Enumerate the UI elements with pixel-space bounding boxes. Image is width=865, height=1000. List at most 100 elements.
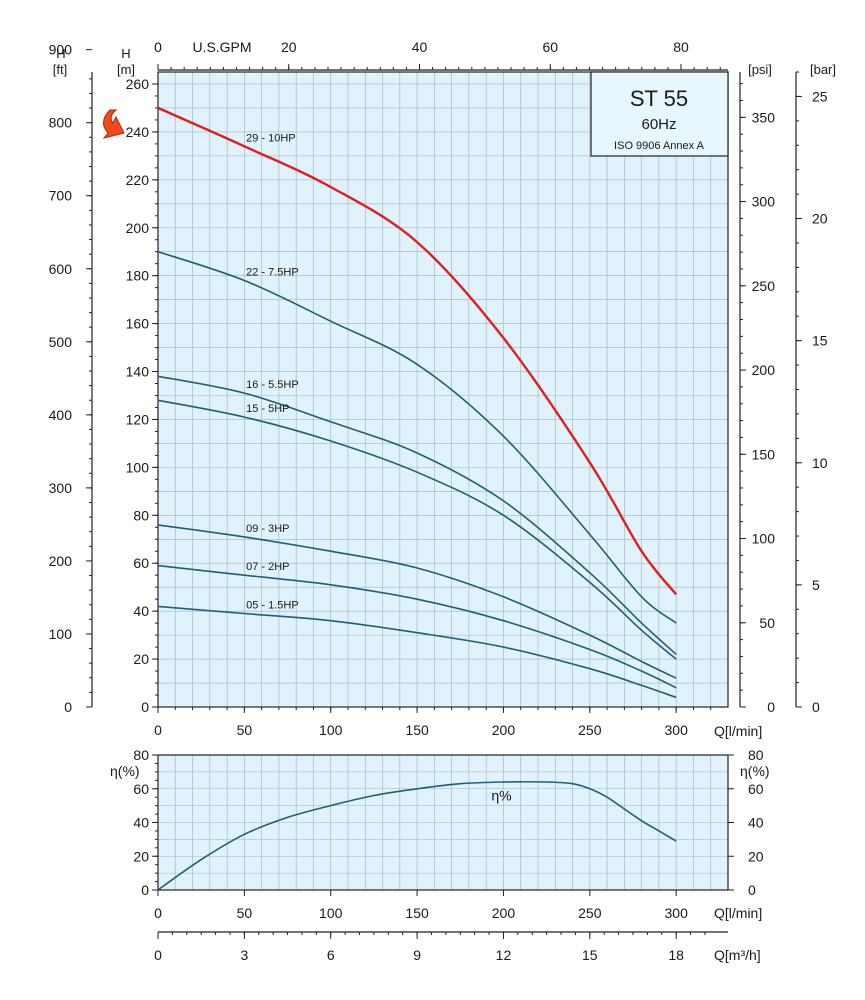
head-curve-label: 16 - 5.5HP xyxy=(246,379,299,391)
head-curve-label: 07 - 2HP xyxy=(246,561,289,573)
gpm-axis-tick-label: 20 xyxy=(281,39,297,55)
head-curve-label: 09 - 3HP xyxy=(246,523,289,535)
model-standard: ISO 9906 Annex A xyxy=(614,140,705,152)
m-axis-tick-label: 80 xyxy=(133,507,149,523)
eff-x-axis-tick-label: 50 xyxy=(237,905,253,921)
eff-x-axis-tick-label: 200 xyxy=(492,905,516,921)
head-plot-area xyxy=(157,71,729,708)
m-axis-tick-label: 120 xyxy=(126,411,150,427)
efficiency-plot-area xyxy=(157,754,729,891)
eff-y-axis-tick-label-right: 60 xyxy=(748,781,764,797)
head-x-axis-tick-label: 200 xyxy=(492,722,516,738)
eff-x-axis-tick-label: 300 xyxy=(665,905,689,921)
m-axis-tick-label: 100 xyxy=(126,459,150,475)
gpm-axis-tick-label: 40 xyxy=(412,39,428,55)
m3h-axis-label: Q[m³/h] xyxy=(714,947,761,963)
psi-axis-tick-label: 0 xyxy=(767,699,775,715)
gpm-axis-tick-label: 80 xyxy=(673,39,689,55)
eff-x-axis-tick-label: 250 xyxy=(578,905,602,921)
head-curve-label: 22 - 7.5HP xyxy=(246,266,299,278)
head-curves: 29 - 10HP 22 - 7.5HP 16 - 5.5HP 15 - 5HP 09 … xyxy=(157,106,678,699)
m3h-axis-tick-label: 0 xyxy=(154,947,162,963)
eff-x-axis-tick-label: 100 xyxy=(319,905,343,921)
m-axis-tick-label: 240 xyxy=(126,124,150,140)
eff-x-axis-label: Q[l/min] xyxy=(714,905,762,921)
eff-x-axis-tick-label: 0 xyxy=(154,905,162,921)
ft-axis-tick-label: 100 xyxy=(49,626,73,642)
m3h-axis-tick-label: 9 xyxy=(413,947,421,963)
efficiency-grid xyxy=(158,755,728,890)
bar-axis-tick-label: 5 xyxy=(812,577,820,593)
ft-axis-tick-label: 500 xyxy=(49,334,73,350)
psi-axis-tick-label: 350 xyxy=(752,109,776,125)
psi-axis-tick-label: 50 xyxy=(759,615,775,631)
m3h-axis-tick-label: 18 xyxy=(668,947,684,963)
head-x-axis-tick-label: 300 xyxy=(665,722,689,738)
m-axis-unit: [m] xyxy=(117,62,135,77)
model-name: ST 55 xyxy=(630,86,688,111)
curved-arrow-icon xyxy=(102,109,125,139)
efficiency-curve xyxy=(157,780,677,891)
m-axis-tick-label: 160 xyxy=(126,316,150,332)
head-x-axis-tick-label: 50 xyxy=(237,722,253,738)
eff-y-axis-tick-label-left: 60 xyxy=(133,781,149,797)
head-curve-16-5-5hp xyxy=(157,375,677,655)
head-plot-background xyxy=(158,72,728,707)
model-info-box-frame xyxy=(590,71,729,157)
bar-axis-tick-label: 15 xyxy=(812,333,828,349)
m-axis-tick-label: 220 xyxy=(126,172,150,188)
psi-axis-tick-label: 300 xyxy=(752,194,776,210)
efficiency-curve-label: η% xyxy=(491,788,511,804)
eff-y-axis-tick-label-right: 40 xyxy=(748,815,764,831)
head-curve-15-5hp xyxy=(157,399,677,660)
ft-axis-tick-label: 400 xyxy=(49,407,73,423)
head-curve-09-3hp xyxy=(157,524,677,679)
m-axis-tick-label: 260 xyxy=(126,76,150,92)
eff-x-axis-tick-label: 150 xyxy=(405,905,429,921)
head-plot-frame xyxy=(157,71,729,708)
head-x-axis-tick-label: 100 xyxy=(319,722,343,738)
bar-axis-tick-label: 10 xyxy=(812,455,828,471)
eff-y-axis-tick-label-left: 80 xyxy=(133,747,149,763)
eff-y-axis-tick-label-right: 20 xyxy=(748,848,764,864)
head-curve-label: 29 - 10HP xyxy=(246,132,296,144)
psi-axis-tick-label: 150 xyxy=(752,446,776,462)
eff-y-axis-tick-label-right: 0 xyxy=(748,882,756,898)
gpm-axis-label: U.S.GPM xyxy=(192,39,251,55)
m-axis-tick-label: 200 xyxy=(126,220,150,236)
head-curve-label: 05 - 1.5HP xyxy=(246,600,299,612)
ft-axis-unit: [ft] xyxy=(53,62,67,77)
ft-axis-tick-label: 300 xyxy=(49,480,73,496)
m3h-axis-tick-label: 12 xyxy=(496,947,512,963)
eff-y-axis-tick-label-left: 0 xyxy=(141,882,149,898)
head-curve-05-1-5hp xyxy=(157,605,677,699)
m-axis-tick-label: 0 xyxy=(141,699,149,715)
efficiency-curves: η% xyxy=(157,780,677,891)
ft-axis-tick-label: 0 xyxy=(64,699,72,715)
ft-axis-tick-label: 800 xyxy=(49,115,73,131)
bar-axis-tick-label: 0 xyxy=(812,699,820,715)
gpm-axis-tick-label: 0 xyxy=(154,39,162,55)
head-x-axis-tick-label: 250 xyxy=(578,722,602,738)
m-axis-tick-label: 40 xyxy=(133,603,149,619)
bar-axis-unit: [bar] xyxy=(810,62,836,77)
head-x-axis-label: Q[l/min] xyxy=(714,723,762,739)
head-x-axis-tick-label: 150 xyxy=(405,722,429,738)
gpm-axis-tick-label: 60 xyxy=(542,39,558,55)
ft-axis-tick-label: 700 xyxy=(49,188,73,204)
bar-axis-tick-label: 20 xyxy=(812,211,828,227)
head-curve-label: 15 - 5HP xyxy=(246,403,289,415)
ft-axis-title: H xyxy=(56,46,65,61)
eff-y-axis-tick-label-left: 40 xyxy=(133,815,149,831)
eff-y-axis-label-left: η(%) xyxy=(110,763,140,779)
psi-axis-unit: [psi] xyxy=(748,62,772,77)
eff-y-axis-label-right: η(%) xyxy=(740,763,770,779)
eff-y-axis-tick-label-left: 20 xyxy=(133,848,149,864)
head-curve-07-2hp xyxy=(157,564,677,689)
ft-axis-tick-label: 900 xyxy=(49,42,73,58)
ft-axis-tick-label: 600 xyxy=(49,261,73,277)
m3h-axis-tick-label: 15 xyxy=(582,947,598,963)
m-axis-tick-label: 20 xyxy=(133,651,149,667)
psi-axis-tick-label: 200 xyxy=(752,362,776,378)
psi-axis-tick-label: 100 xyxy=(752,531,776,547)
